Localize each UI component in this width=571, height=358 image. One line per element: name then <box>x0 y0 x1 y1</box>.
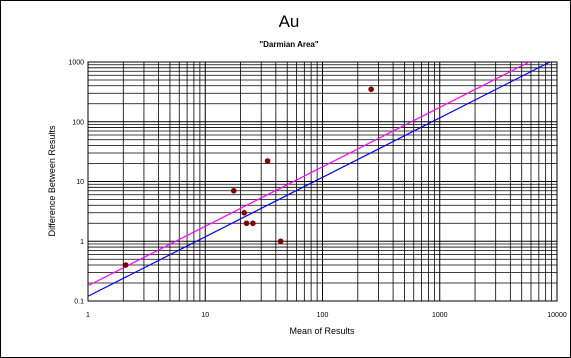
x-tick-label: 10 <box>201 312 209 319</box>
data-point <box>230 187 237 194</box>
magenta-reference-line <box>87 61 530 287</box>
data-point <box>368 86 374 93</box>
data-point <box>250 220 256 227</box>
reference-lines <box>87 61 551 297</box>
x-axis-label: Mean of Results <box>289 326 355 336</box>
y-tick-label: 100 <box>72 119 84 126</box>
y-tick-label: 10 <box>76 179 84 186</box>
blue-reference-line <box>87 61 551 297</box>
plot-area <box>87 61 558 302</box>
data-point <box>241 209 248 216</box>
x-tick-label: 1 <box>86 312 90 319</box>
data-point <box>264 158 271 164</box>
y-tick-label: 1 <box>80 239 84 246</box>
data-points <box>122 86 374 268</box>
chart-title: Au <box>279 12 300 31</box>
data-point <box>122 262 129 268</box>
x-tick-label: 100 <box>317 312 329 319</box>
x-tick-label: 1000 <box>432 312 448 319</box>
y-axis-label: Difference Between Results <box>47 125 57 236</box>
chart-subtitle: "Darmian Area" <box>259 40 319 49</box>
y-tick-label: 0.1 <box>74 299 84 306</box>
x-tick-label: 10000 <box>547 312 567 319</box>
y-tick-label: 1000 <box>68 60 84 67</box>
data-point <box>243 220 250 227</box>
data-point <box>277 238 284 245</box>
